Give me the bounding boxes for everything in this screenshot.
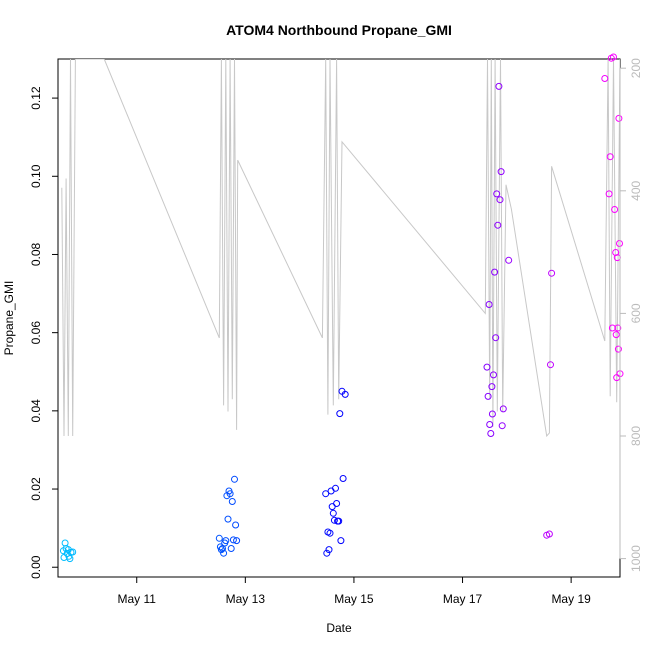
plot-frame bbox=[57, 58, 621, 578]
data-point bbox=[612, 331, 620, 339]
data-point bbox=[226, 490, 234, 498]
y-tick-label: 0.10 bbox=[29, 164, 43, 188]
data-point bbox=[233, 537, 241, 545]
y-tick-label: 0.02 bbox=[29, 477, 43, 501]
data-point bbox=[336, 410, 344, 418]
right-tick-label: 200 bbox=[629, 58, 643, 78]
right-tick-label: 600 bbox=[629, 303, 643, 323]
data-point bbox=[495, 82, 503, 90]
data-point bbox=[488, 410, 496, 418]
data-point bbox=[490, 371, 497, 379]
data-point bbox=[548, 269, 556, 277]
data-point bbox=[327, 487, 335, 495]
data-point bbox=[499, 405, 507, 413]
y-axis-label: Propane_GMI bbox=[2, 281, 16, 356]
data-point bbox=[217, 546, 225, 554]
data-point bbox=[487, 430, 495, 437]
data-points-layer bbox=[59, 53, 624, 563]
data-point bbox=[614, 324, 622, 332]
data-point bbox=[323, 549, 331, 557]
data-point bbox=[493, 190, 501, 198]
data-point bbox=[547, 361, 554, 369]
data-point bbox=[496, 196, 504, 204]
data-point bbox=[488, 383, 496, 391]
data-point bbox=[228, 498, 236, 505]
data-point bbox=[341, 390, 349, 398]
data-point bbox=[335, 517, 343, 525]
y-tick-label: 0.04 bbox=[29, 399, 43, 423]
chart-title: ATOM4 Northbound Propane_GMI bbox=[226, 22, 452, 38]
data-point bbox=[505, 256, 513, 264]
data-point bbox=[231, 475, 238, 483]
data-point bbox=[325, 546, 333, 554]
data-point bbox=[606, 153, 614, 161]
pressure-line bbox=[61, 59, 620, 438]
data-point bbox=[222, 537, 230, 545]
data-point bbox=[326, 529, 334, 537]
data-point bbox=[69, 548, 77, 556]
data-point bbox=[601, 75, 609, 82]
data-point bbox=[498, 422, 506, 430]
x-tick-label: May 11 bbox=[117, 592, 156, 606]
right-tick-label: 800 bbox=[629, 426, 643, 446]
data-point bbox=[332, 484, 339, 492]
y-tick-label: 0.08 bbox=[29, 242, 43, 266]
data-point bbox=[227, 545, 235, 552]
data-point bbox=[494, 221, 502, 229]
data-point bbox=[232, 521, 240, 529]
data-point bbox=[224, 515, 232, 523]
data-point bbox=[485, 301, 493, 308]
x-axis: May 11 May 13 May 15 May 17 May 19 bbox=[117, 576, 591, 606]
data-point bbox=[545, 530, 553, 538]
data-point bbox=[330, 516, 338, 524]
data-point bbox=[611, 206, 619, 213]
right-axis: 200 400 600 800 1000 bbox=[619, 58, 643, 572]
y-axis: 0.00 0.02 0.04 0.06 0.08 0.10 0.12 bbox=[29, 86, 59, 579]
data-point bbox=[337, 537, 345, 545]
right-tick-label: 1000 bbox=[629, 545, 643, 572]
x-axis-label: Date bbox=[326, 621, 352, 635]
y-tick-label: 0.00 bbox=[29, 555, 43, 579]
data-point bbox=[322, 490, 330, 498]
data-point bbox=[483, 363, 491, 371]
x-tick-label: May 17 bbox=[443, 592, 483, 606]
data-point bbox=[605, 190, 613, 198]
data-point bbox=[339, 475, 347, 482]
data-point bbox=[492, 334, 500, 342]
data-point bbox=[610, 53, 617, 61]
pressure-line-layer bbox=[61, 59, 620, 438]
data-point bbox=[60, 554, 68, 561]
data-point bbox=[491, 268, 499, 276]
data-point bbox=[484, 392, 492, 400]
y-tick-label: 0.06 bbox=[29, 321, 43, 345]
x-tick-label: May 19 bbox=[551, 592, 591, 606]
y-tick-label: 0.12 bbox=[29, 86, 43, 110]
x-tick-label: May 15 bbox=[334, 592, 374, 606]
data-point bbox=[614, 345, 622, 353]
data-point bbox=[215, 534, 223, 542]
data-point bbox=[229, 536, 237, 544]
data-point bbox=[61, 539, 69, 547]
data-point bbox=[486, 421, 494, 428]
data-point bbox=[615, 114, 623, 122]
x-tick-label: May 13 bbox=[226, 592, 266, 606]
data-point bbox=[329, 509, 337, 517]
right-tick-label: 400 bbox=[629, 180, 643, 200]
data-point bbox=[333, 500, 341, 507]
data-point bbox=[608, 324, 616, 332]
data-point bbox=[497, 168, 505, 176]
data-point bbox=[220, 549, 228, 557]
